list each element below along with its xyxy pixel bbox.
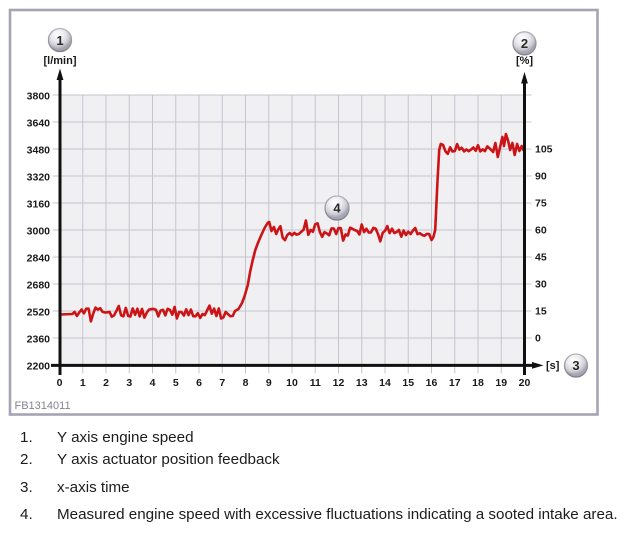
svg-text:4: 4	[150, 377, 156, 389]
svg-text:75: 75	[535, 198, 547, 210]
svg-text:1: 1	[56, 33, 63, 48]
svg-text:45: 45	[535, 252, 547, 264]
svg-text:4: 4	[333, 201, 341, 216]
svg-text:FB1314011: FB1314011	[15, 400, 71, 412]
svg-text:2200: 2200	[27, 361, 51, 373]
svg-text:17: 17	[449, 377, 461, 389]
svg-text:2680: 2680	[27, 280, 51, 292]
svg-text:20: 20	[519, 377, 531, 389]
svg-text:7: 7	[219, 377, 225, 389]
svg-text:3000: 3000	[27, 226, 51, 238]
svg-text:30: 30	[535, 279, 547, 291]
svg-text:16: 16	[426, 377, 438, 389]
svg-text:6: 6	[196, 377, 202, 389]
svg-text:3480: 3480	[27, 145, 51, 157]
svg-text:2520: 2520	[27, 307, 51, 319]
svg-text:3: 3	[126, 377, 132, 389]
svg-text:11: 11	[310, 377, 321, 389]
svg-text:3: 3	[572, 358, 579, 373]
svg-text:8: 8	[243, 377, 249, 389]
svg-text:3640: 3640	[27, 118, 51, 130]
svg-text:3800: 3800	[27, 91, 51, 103]
svg-text:[%]: [%]	[516, 55, 533, 67]
svg-text:1: 1	[80, 377, 86, 389]
svg-text:3320: 3320	[27, 172, 51, 184]
svg-text:[l/min]: [l/min]	[44, 55, 77, 67]
svg-text:15: 15	[535, 306, 547, 318]
svg-text:105: 105	[535, 144, 553, 156]
svg-text:2: 2	[521, 36, 528, 51]
svg-text:18: 18	[472, 377, 484, 389]
svg-text:3160: 3160	[27, 199, 51, 211]
svg-text:60: 60	[535, 225, 547, 237]
svg-text:10: 10	[286, 377, 298, 389]
svg-text:5: 5	[173, 377, 179, 389]
svg-text:90: 90	[535, 171, 547, 183]
svg-text:0: 0	[535, 333, 541, 345]
svg-text:2: 2	[103, 377, 109, 389]
svg-text:9: 9	[266, 377, 272, 389]
svg-text:15: 15	[402, 377, 414, 389]
svg-text:12: 12	[333, 377, 345, 389]
svg-text:2360: 2360	[27, 334, 51, 346]
svg-text:13: 13	[356, 377, 368, 389]
svg-text:2840: 2840	[27, 253, 51, 265]
svg-text:[s]: [s]	[546, 360, 560, 372]
svg-text:19: 19	[495, 377, 507, 389]
svg-text:14: 14	[379, 377, 391, 389]
svg-text:0: 0	[57, 377, 63, 389]
